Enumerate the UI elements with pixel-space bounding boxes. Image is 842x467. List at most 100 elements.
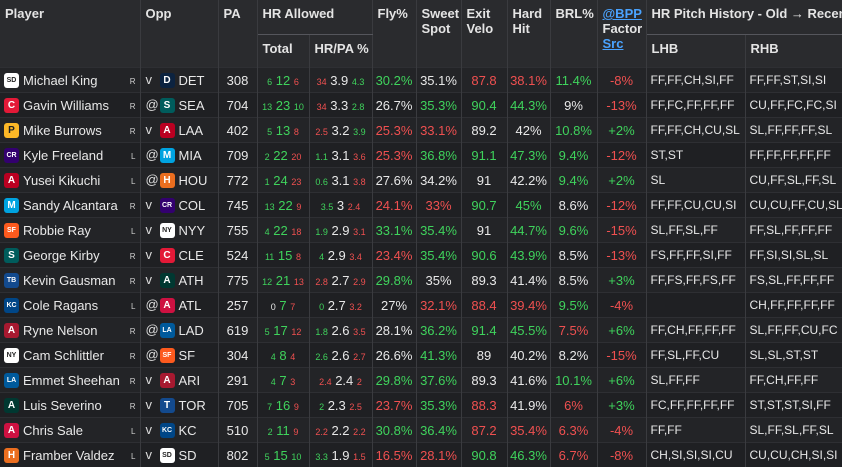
hr-pa: 2.4 — [335, 373, 353, 388]
hard-hit-pct: 43.9% — [507, 243, 550, 268]
header-player[interactable]: Player — [0, 0, 140, 68]
player-name[interactable]: Sandy Alcantara — [23, 198, 118, 213]
header-fly[interactable]: Fly% — [372, 0, 416, 68]
lhb-history: FS,FF,FF,SI,FF — [646, 243, 745, 268]
player-name[interactable]: Ryne Nelson — [23, 323, 97, 338]
sweet-spot-pct: 34.2% — [416, 168, 461, 193]
bpp-factor: -4% — [597, 418, 646, 443]
player-name[interactable]: George Kirby — [23, 248, 100, 263]
player-name[interactable]: Mike Burrows — [23, 123, 102, 138]
player-name[interactable]: Emmet Sheehan — [23, 373, 120, 388]
team-logo-icon: A — [4, 173, 19, 188]
pa-value: 745 — [218, 193, 257, 218]
fly-pct: 29.8% — [372, 368, 416, 393]
player-name[interactable]: Yusei Kikuchi — [23, 173, 100, 188]
sweet-spot-pct: 35.3% — [416, 393, 461, 418]
hr-pa: 2.7 — [331, 273, 349, 288]
player-name[interactable]: Cole Ragans — [23, 298, 98, 313]
player-name[interactable]: Robbie Ray — [23, 223, 91, 238]
rhb-history: FF,SI,SI,SL,SL — [745, 243, 842, 268]
hr-vs-rhb: 8 — [296, 252, 301, 262]
team-logo-icon: H — [4, 448, 19, 463]
sweet-spot-pct: 37.6% — [416, 368, 461, 393]
opp-logo-icon: A — [160, 123, 175, 138]
player-name[interactable]: Michael King — [23, 73, 97, 88]
rhb-history: FF,FF,ST,SI,SI — [745, 68, 842, 93]
bpp-factor: +6% — [597, 368, 646, 393]
hard-hit-pct: 46.3% — [507, 443, 550, 467]
exit-velo: 90.7 — [461, 193, 507, 218]
bpp-link[interactable]: @BPP — [603, 6, 642, 21]
brl-pct: 8.5% — [550, 243, 597, 268]
player-name[interactable]: Cam Schlittler — [23, 348, 104, 363]
header-total[interactable]: Total — [257, 35, 309, 68]
fly-pct: 25.3% — [372, 143, 416, 168]
player-name[interactable]: Framber Valdez — [23, 448, 115, 463]
sweet-spot-pct: 36.4% — [416, 418, 461, 443]
exit-velo: 91.4 — [461, 318, 507, 343]
exit-velo: 89 — [461, 343, 507, 368]
hr-pa-rhb: 2.2 — [353, 427, 366, 437]
hr-total: 8 — [279, 348, 286, 363]
header-pa[interactable]: PA — [218, 0, 257, 68]
player-name[interactable]: Gavin Williams — [23, 98, 109, 113]
opp-logo-icon: A — [160, 298, 175, 313]
player-name[interactable]: Kevin Gausman — [23, 273, 116, 288]
header-opp[interactable]: Opp — [140, 0, 218, 68]
player-name[interactable]: Chris Sale — [23, 423, 83, 438]
player-name[interactable]: Kyle Freeland — [23, 148, 103, 163]
player-name[interactable]: Luis Severino — [23, 398, 102, 413]
hr-pa-cell: 2.6 2.6 2.7 — [309, 343, 372, 368]
src-link[interactable]: Src — [603, 36, 624, 51]
throw-hand: L — [131, 452, 135, 461]
throw-hand: R — [130, 102, 136, 111]
player-cell[interactable]: H Framber Valdez L — [0, 443, 140, 467]
sweet-spot-pct: 33% — [416, 193, 461, 218]
hr-total: 24 — [273, 173, 287, 188]
team-logo-icon: P — [4, 123, 19, 138]
header-hr-pa[interactable]: HR/PA % — [309, 35, 372, 68]
header-brl[interactable]: BRL% — [550, 0, 597, 68]
hr-pa-lhb: 34 — [317, 102, 327, 112]
hr-pa: 2.6 — [331, 323, 349, 338]
lhb-history: FF,FS,FF,FS,FF — [646, 268, 745, 293]
exit-velo: 91 — [461, 168, 507, 193]
hr-pa-rhb: 2.9 — [353, 277, 366, 287]
throw-hand: L — [131, 227, 135, 236]
